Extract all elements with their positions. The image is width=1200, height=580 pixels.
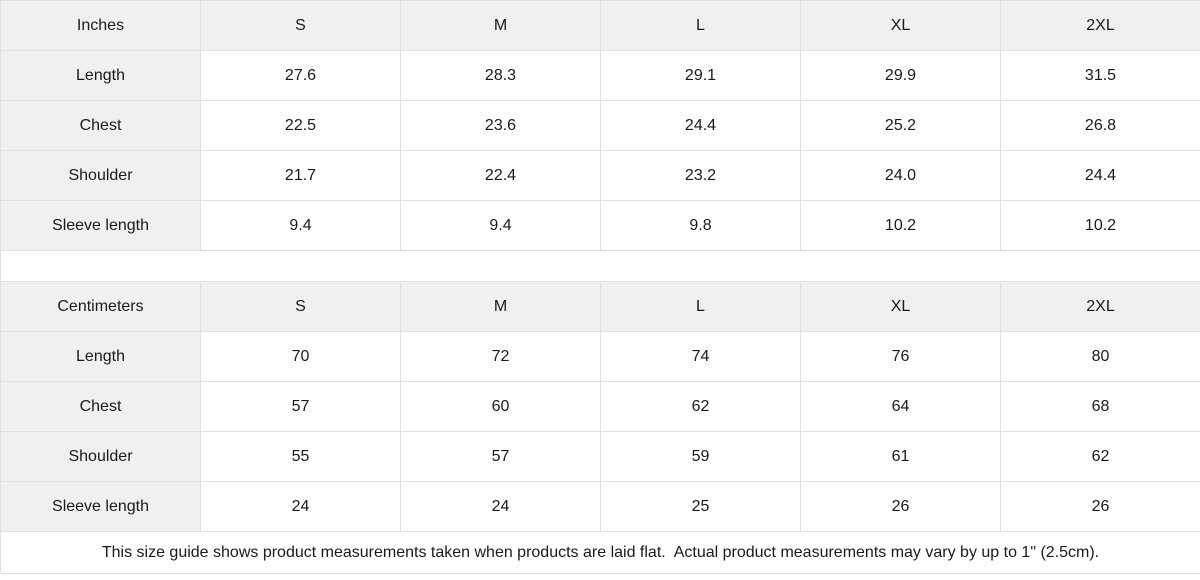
value-cell: 72 bbox=[400, 331, 601, 382]
row-label-cell: Chest bbox=[0, 100, 201, 151]
value-cell: 70 bbox=[200, 331, 401, 382]
size-header-cell: 2XL bbox=[1000, 281, 1200, 332]
value-cell: 24.4 bbox=[600, 100, 801, 151]
value-cell: 57 bbox=[200, 381, 401, 432]
unit-header-cell: Centimeters bbox=[0, 281, 201, 332]
value-cell: 24 bbox=[400, 481, 601, 532]
value-cell: 9.4 bbox=[400, 200, 601, 251]
size-header-cell: M bbox=[400, 0, 601, 51]
centimeters-header-row: Centimeters S M L XL 2XL bbox=[0, 281, 1200, 332]
value-cell: 23.6 bbox=[400, 100, 601, 151]
size-header-cell: L bbox=[600, 0, 801, 51]
row-label-cell: Sleeve length bbox=[0, 200, 201, 251]
value-cell: 60 bbox=[400, 381, 601, 432]
value-cell: 25.2 bbox=[800, 100, 1001, 151]
footer-row: This size guide shows product measuremen… bbox=[0, 531, 1200, 574]
table-row: Length 70 72 74 76 80 bbox=[0, 331, 1200, 382]
value-cell: 28.3 bbox=[400, 50, 601, 101]
value-cell: 10.2 bbox=[800, 200, 1001, 251]
value-cell: 9.4 bbox=[200, 200, 401, 251]
value-cell: 64 bbox=[800, 381, 1001, 432]
value-cell: 26 bbox=[800, 481, 1001, 532]
value-cell: 24.4 bbox=[1000, 150, 1200, 201]
value-cell: 22.4 bbox=[400, 150, 601, 201]
size-header-cell: XL bbox=[800, 281, 1001, 332]
value-cell: 24.0 bbox=[800, 150, 1001, 201]
row-label-cell: Sleeve length bbox=[0, 481, 201, 532]
value-cell: 61 bbox=[800, 431, 1001, 482]
size-header-cell: XL bbox=[800, 0, 1001, 51]
value-cell: 74 bbox=[600, 331, 801, 382]
table-row: Sleeve length 9.4 9.4 9.8 10.2 10.2 bbox=[0, 200, 1200, 251]
row-label-cell: Chest bbox=[0, 381, 201, 432]
table-spacer bbox=[0, 250, 1200, 282]
value-cell: 59 bbox=[600, 431, 801, 482]
value-cell: 23.2 bbox=[600, 150, 801, 201]
value-cell: 27.6 bbox=[200, 50, 401, 101]
spacer-cell bbox=[0, 250, 1200, 282]
row-label-cell: Shoulder bbox=[0, 431, 201, 482]
value-cell: 80 bbox=[1000, 331, 1200, 382]
value-cell: 10.2 bbox=[1000, 200, 1200, 251]
size-header-cell: S bbox=[200, 0, 401, 51]
value-cell: 62 bbox=[1000, 431, 1200, 482]
value-cell: 76 bbox=[800, 331, 1001, 382]
size-header-cell: M bbox=[400, 281, 601, 332]
value-cell: 62 bbox=[600, 381, 801, 432]
value-cell: 24 bbox=[200, 481, 401, 532]
value-cell: 29.9 bbox=[800, 50, 1001, 101]
value-cell: 57 bbox=[400, 431, 601, 482]
value-cell: 22.5 bbox=[200, 100, 401, 151]
row-label-cell: Length bbox=[0, 331, 201, 382]
table-row: Shoulder 21.7 22.4 23.2 24.0 24.4 bbox=[0, 150, 1200, 201]
value-cell: 26.8 bbox=[1000, 100, 1200, 151]
footer-note: This size guide shows product measuremen… bbox=[0, 531, 1200, 574]
row-label-cell: Shoulder bbox=[0, 150, 201, 201]
table-row: Chest 22.5 23.6 24.4 25.2 26.8 bbox=[0, 100, 1200, 151]
value-cell: 25 bbox=[600, 481, 801, 532]
size-header-cell: 2XL bbox=[1000, 0, 1200, 51]
table-row: Sleeve length 24 24 25 26 26 bbox=[0, 481, 1200, 532]
value-cell: 55 bbox=[200, 431, 401, 482]
value-cell: 31.5 bbox=[1000, 50, 1200, 101]
value-cell: 21.7 bbox=[200, 150, 401, 201]
value-cell: 9.8 bbox=[600, 200, 801, 251]
value-cell: 68 bbox=[1000, 381, 1200, 432]
inches-header-row: Inches S M L XL 2XL bbox=[0, 0, 1200, 51]
size-header-cell: S bbox=[200, 281, 401, 332]
table-row: Length 27.6 28.3 29.1 29.9 31.5 bbox=[0, 50, 1200, 101]
size-header-cell: L bbox=[600, 281, 801, 332]
table-row: Chest 57 60 62 64 68 bbox=[0, 381, 1200, 432]
value-cell: 26 bbox=[1000, 481, 1200, 532]
unit-header-cell: Inches bbox=[0, 0, 201, 51]
value-cell: 29.1 bbox=[600, 50, 801, 101]
table-row: Shoulder 55 57 59 61 62 bbox=[0, 431, 1200, 482]
row-label-cell: Length bbox=[0, 50, 201, 101]
